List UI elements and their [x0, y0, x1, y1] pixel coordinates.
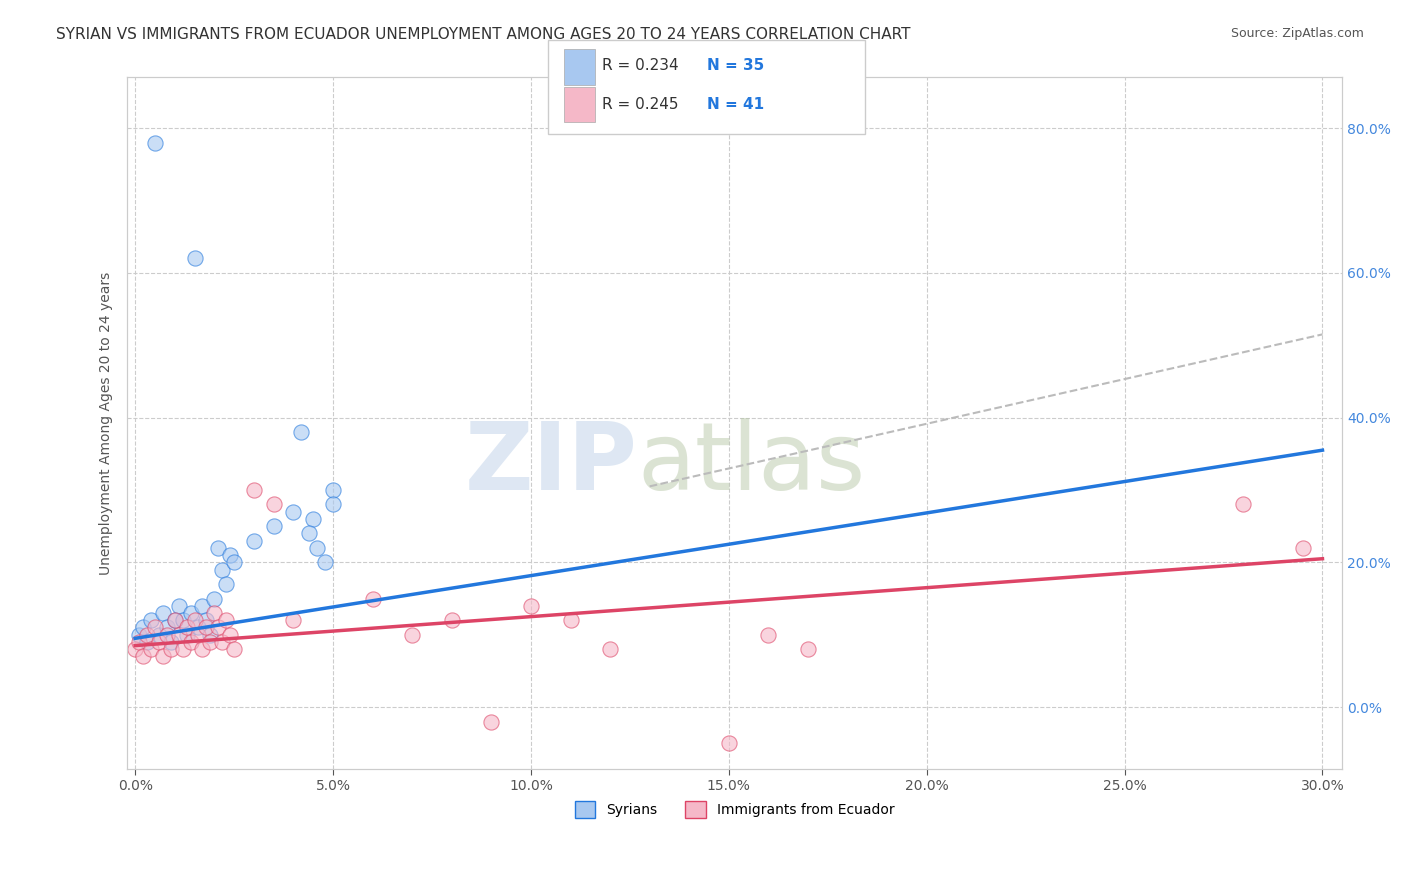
Point	[172, 642, 194, 657]
Point	[207, 620, 229, 634]
Point	[1232, 498, 1254, 512]
Point	[172, 613, 194, 627]
Point	[132, 620, 155, 634]
Point	[132, 649, 155, 664]
Point	[1292, 541, 1315, 555]
Text: Source: ZipAtlas.com: Source: ZipAtlas.com	[1230, 27, 1364, 40]
Point	[758, 628, 780, 642]
Point	[136, 628, 159, 642]
Point	[599, 642, 621, 657]
Text: R = 0.245: R = 0.245	[602, 97, 678, 112]
Point	[167, 599, 190, 613]
Point	[200, 635, 222, 649]
Point	[195, 613, 218, 627]
Legend: Syrians, Immigrants from Ecuador: Syrians, Immigrants from Ecuador	[569, 796, 900, 824]
Point	[215, 613, 238, 627]
Point	[163, 613, 186, 627]
Point	[180, 606, 202, 620]
Point	[322, 498, 344, 512]
Point	[307, 541, 329, 555]
Point	[156, 620, 179, 634]
Point	[143, 620, 166, 634]
Point	[717, 736, 740, 750]
Point	[191, 642, 214, 657]
Point	[314, 555, 336, 569]
Point	[560, 613, 582, 627]
Point	[163, 613, 186, 627]
Point	[202, 606, 225, 620]
Text: R = 0.234: R = 0.234	[602, 58, 678, 72]
Point	[219, 548, 242, 562]
Point	[139, 613, 162, 627]
Point	[159, 635, 181, 649]
Point	[156, 628, 179, 642]
Point	[176, 620, 198, 634]
Point	[180, 635, 202, 649]
Point	[243, 533, 266, 548]
Point	[167, 628, 190, 642]
Point	[195, 620, 218, 634]
Point	[200, 628, 222, 642]
Point	[224, 642, 246, 657]
Text: N = 41: N = 41	[707, 97, 765, 112]
Point	[211, 635, 233, 649]
Point	[124, 642, 146, 657]
Point	[361, 591, 384, 606]
Point	[187, 620, 209, 634]
Point	[176, 628, 198, 642]
Point	[128, 635, 150, 649]
Point	[191, 599, 214, 613]
Point	[215, 577, 238, 591]
Point	[139, 642, 162, 657]
Point	[152, 606, 174, 620]
Point	[187, 628, 209, 642]
Point	[202, 591, 225, 606]
Point	[440, 613, 463, 627]
Point	[263, 498, 285, 512]
Point	[128, 628, 150, 642]
Point	[183, 613, 205, 627]
Point	[148, 635, 170, 649]
Point	[136, 635, 159, 649]
Point	[183, 252, 205, 266]
Point	[302, 512, 325, 526]
Point	[479, 714, 502, 729]
Point	[148, 628, 170, 642]
Point	[243, 483, 266, 497]
Point	[207, 541, 229, 555]
Point	[283, 505, 305, 519]
Point	[322, 483, 344, 497]
Text: ZIP: ZIP	[464, 418, 637, 510]
Point	[401, 628, 423, 642]
Point	[298, 526, 321, 541]
Point	[797, 642, 820, 657]
Y-axis label: Unemployment Among Ages 20 to 24 years: Unemployment Among Ages 20 to 24 years	[100, 271, 114, 574]
Point	[290, 425, 312, 439]
Point	[219, 628, 242, 642]
Text: SYRIAN VS IMMIGRANTS FROM ECUADOR UNEMPLOYMENT AMONG AGES 20 TO 24 YEARS CORRELA: SYRIAN VS IMMIGRANTS FROM ECUADOR UNEMPL…	[56, 27, 911, 42]
Point	[159, 642, 181, 657]
Text: N = 35: N = 35	[707, 58, 765, 72]
Text: atlas: atlas	[637, 418, 866, 510]
Point	[283, 613, 305, 627]
Point	[520, 599, 543, 613]
Point	[143, 136, 166, 150]
Point	[152, 649, 174, 664]
Point	[211, 563, 233, 577]
Point	[224, 555, 246, 569]
Point	[263, 519, 285, 533]
